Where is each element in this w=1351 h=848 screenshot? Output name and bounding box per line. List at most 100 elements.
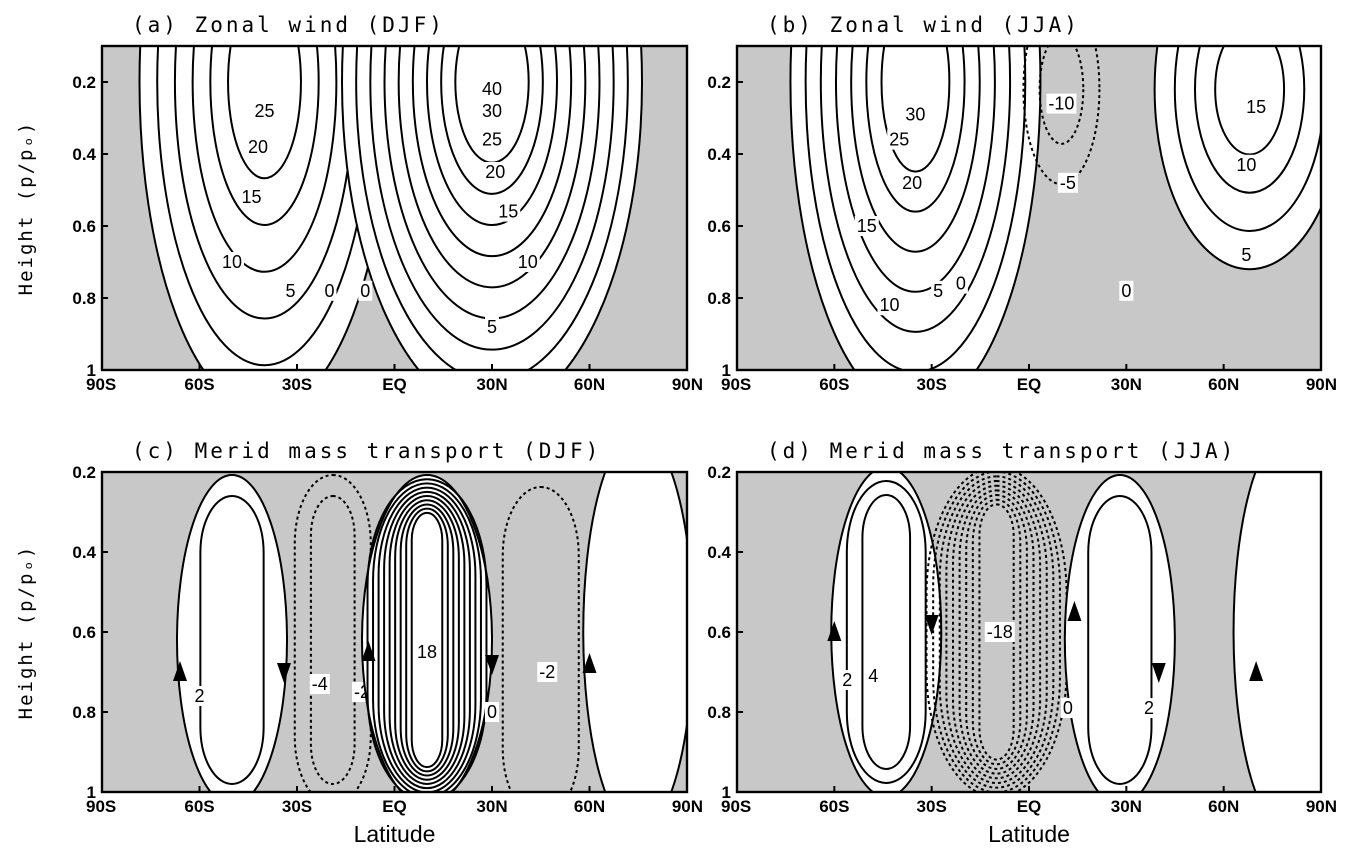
y-axis-label: Height (p/pₒ)	[15, 545, 37, 720]
contour-label-bg	[1244, 97, 1269, 118]
contour-label-bg	[1239, 244, 1254, 265]
x-tick-label: 90S	[721, 797, 751, 816]
arrow-up	[1249, 661, 1264, 681]
contour-label-bg	[1046, 93, 1077, 114]
contour-label: 15	[1246, 97, 1266, 117]
panel-d: 2 4-180 2(d) Merid mass transport (JJA)90S…	[707, 439, 1337, 847]
contour--4	[932, 472, 1061, 792]
panel-title: (b) Zonal wind (JJA)	[767, 13, 1080, 37]
y-tick-label: 0.2	[72, 73, 96, 92]
contour-16	[405, 507, 449, 773]
panel-title: (c) Merid mass transport (DJF)	[132, 439, 601, 463]
contour-label: 25	[889, 130, 909, 150]
y-axis-label: Height (p/pₒ)	[15, 121, 37, 296]
cell-2: 18 0	[361, 474, 500, 792]
x-tick-label: 90S	[86, 797, 116, 816]
contour-30	[426, 46, 558, 226]
contour-label-bg	[1234, 154, 1259, 175]
contour-label-bg	[479, 100, 505, 121]
x-tick-label: EQ	[1017, 797, 1042, 816]
contour-4	[861, 494, 912, 770]
x-axis-label: Latitude	[354, 821, 436, 847]
contour-14	[399, 503, 455, 777]
contour--8	[945, 480, 1048, 784]
contour--12	[958, 489, 1035, 775]
x-tick-label: 30N	[1111, 375, 1142, 394]
contour-label-bg	[283, 280, 298, 301]
contour-label-bg	[479, 129, 505, 150]
cell-3	[1232, 472, 1321, 792]
y-tick-label: 0.4	[72, 145, 96, 164]
contour-label: 20	[902, 173, 922, 193]
y-tick-label: 0.8	[72, 703, 96, 722]
arrow-up	[1067, 601, 1082, 621]
contour-5	[1173, 46, 1321, 232]
y-tick-label: 0.2	[707, 463, 731, 482]
contour-label: -4	[312, 674, 328, 694]
y-tick-label: 0.2	[72, 463, 96, 482]
contour-label-bg	[484, 702, 500, 722]
contour-25	[865, 46, 966, 213]
contour-label: 0	[1121, 281, 1131, 301]
cell-0: 2	[176, 474, 288, 792]
contour-label: 0	[487, 702, 497, 722]
contour--14	[965, 494, 1028, 770]
contour--2	[501, 486, 580, 792]
x-tick-label: 90N	[1306, 375, 1337, 394]
contour-label-bg	[219, 252, 245, 272]
contour-4	[372, 482, 482, 792]
x-tick-label: 60N	[574, 375, 605, 394]
contour-label: 2	[194, 686, 204, 706]
contour-10	[388, 495, 466, 785]
contour-0	[1063, 474, 1176, 792]
x-tick-label: 90N	[1306, 797, 1337, 816]
contour-label-bg	[245, 136, 271, 157]
contour-label: 0	[1063, 698, 1073, 718]
contour-label-bg	[515, 252, 540, 272]
contour-label: 10	[879, 295, 899, 315]
contour-2	[845, 480, 927, 784]
contour-label: 30	[905, 104, 925, 124]
contour-label-bg	[1119, 280, 1134, 301]
contour-label-bg	[854, 216, 879, 236]
arrow-down	[924, 615, 939, 635]
y-tick-label: 0.6	[707, 217, 731, 236]
contour-20	[850, 46, 981, 253]
contour-label-bg	[953, 273, 968, 294]
contour-label: 0	[360, 281, 370, 301]
x-tick-label: EQ	[1017, 375, 1042, 394]
x-tick-label: 60S	[184, 375, 214, 394]
x-tick-label: 30S	[917, 797, 947, 816]
contour-10	[1194, 46, 1306, 194]
y-tick-label: 0.4	[72, 543, 96, 562]
contour-label: 5	[487, 317, 497, 337]
x-tick-label: 60N	[574, 797, 605, 816]
x-tick-label: 90N	[672, 375, 703, 394]
contour-label: 4	[868, 666, 878, 686]
contour-label-bg	[900, 172, 925, 193]
x-tick-label: 60N	[1208, 797, 1239, 816]
contour-5	[804, 46, 1027, 370]
contour-label: 0	[956, 274, 966, 294]
y-tick-label: 1	[87, 783, 96, 802]
contour-label-bg	[877, 295, 902, 316]
contour-35	[440, 46, 544, 195]
contour-label: 25	[482, 130, 502, 150]
y-tick-label: 0.8	[707, 289, 731, 308]
contour-0	[361, 474, 493, 792]
panel-title: (d) Merid mass transport (JJA)	[767, 439, 1236, 463]
arrow-down	[485, 655, 499, 675]
contour-25	[411, 46, 573, 258]
contour-label-bg	[1142, 698, 1157, 718]
contour-25	[227, 46, 302, 180]
contour-10	[369, 46, 615, 351]
contour-label-bg	[1057, 172, 1078, 193]
y-tick-label: 0.6	[72, 623, 96, 642]
x-tick-label: 30N	[1111, 797, 1142, 816]
contour-label: 18	[417, 642, 437, 662]
